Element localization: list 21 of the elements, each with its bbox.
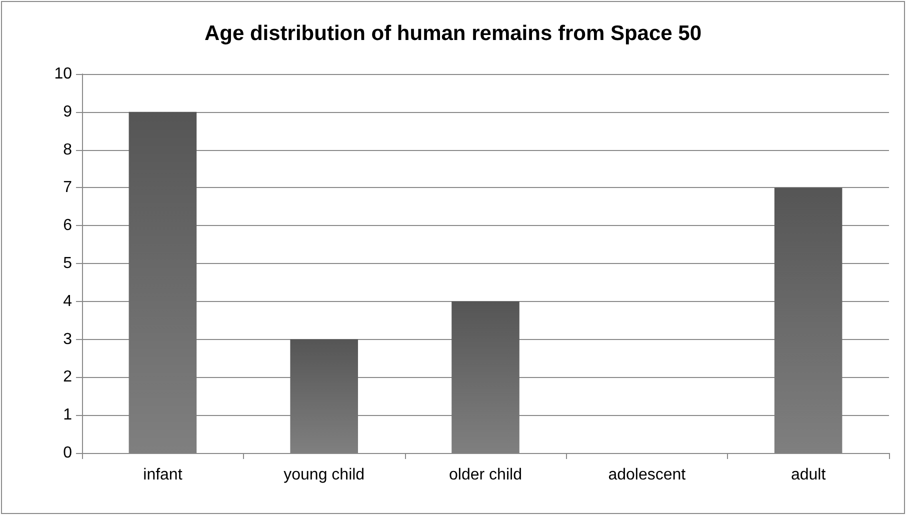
y-tick-label: 6 xyxy=(63,217,72,234)
bar xyxy=(452,301,520,453)
bar xyxy=(290,339,358,453)
x-tick-label: infant xyxy=(143,466,183,484)
y-tick-label: 8 xyxy=(63,141,72,158)
y-tick-label: 1 xyxy=(63,406,72,424)
chart-title: Age distribution of human remains from Space 50 xyxy=(204,22,702,45)
y-tick-label: 0 xyxy=(63,444,72,462)
y-tick-label: 10 xyxy=(54,66,72,82)
bar xyxy=(128,112,197,453)
x-tick-label: young child xyxy=(284,466,365,484)
x-tick-label: older child xyxy=(449,466,522,484)
x-tick-label: adult xyxy=(790,466,826,484)
y-tick-label: 9 xyxy=(63,103,72,120)
y-tick-label: 5 xyxy=(63,255,72,272)
y-tick-label: 7 xyxy=(63,179,72,196)
bar xyxy=(774,188,842,453)
y-tick-label: 3 xyxy=(63,330,72,348)
x-tick-label: adolescent xyxy=(608,466,686,484)
y-tick-label: 2 xyxy=(63,368,72,386)
y-tick-label: 4 xyxy=(63,292,72,310)
